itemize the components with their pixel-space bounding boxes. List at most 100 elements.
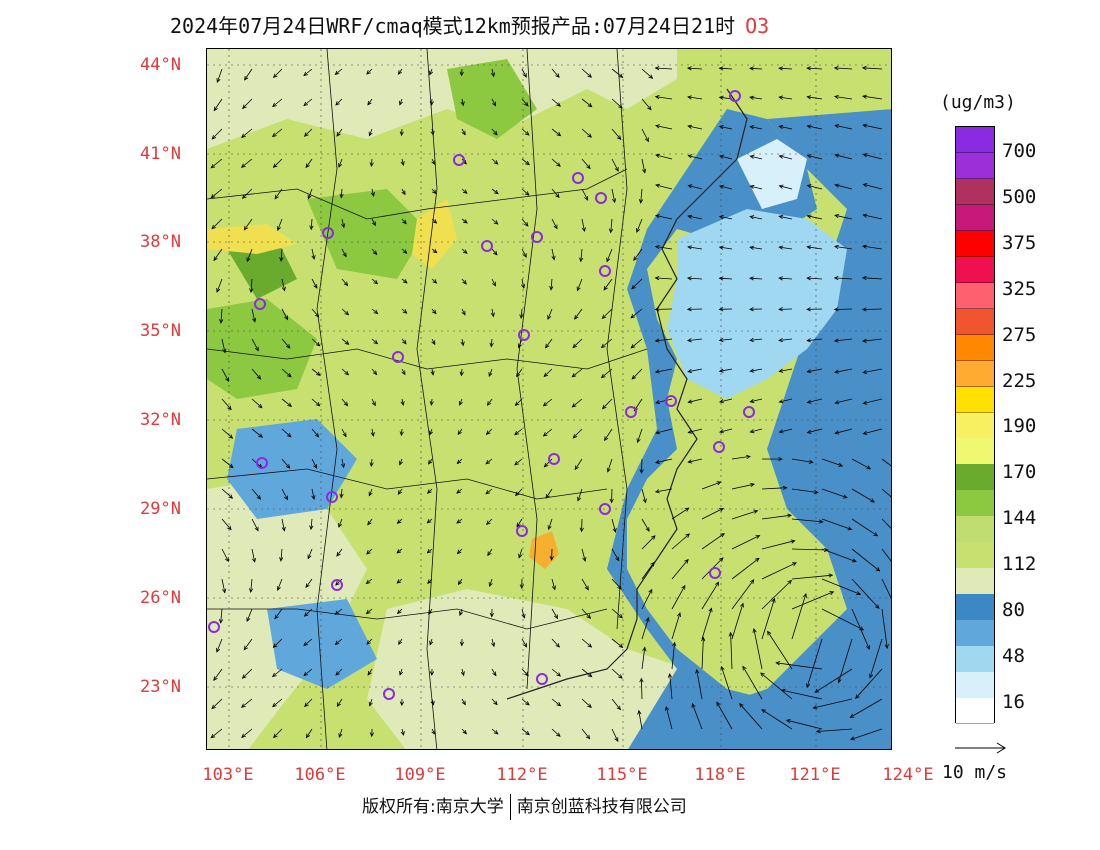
wind-arrowhead bbox=[787, 513, 793, 518]
light-green-north bbox=[207, 49, 677, 149]
wind-arrowhead bbox=[749, 276, 754, 281]
wind-arrowhead bbox=[642, 168, 647, 174]
wind-arrow bbox=[730, 632, 733, 670]
wind-arrow bbox=[687, 67, 703, 70]
wind-arrow bbox=[791, 488, 818, 493]
wind-arrowhead bbox=[368, 131, 373, 137]
wind-arrowhead bbox=[459, 71, 464, 77]
wind-arrowhead bbox=[399, 431, 404, 437]
wind-arrow bbox=[641, 518, 650, 532]
wind-arrow bbox=[779, 368, 793, 372]
wind-arrowhead bbox=[519, 584, 524, 590]
wind-arrowhead bbox=[432, 279, 438, 284]
wind-arrowhead bbox=[343, 401, 349, 407]
wind-arrow bbox=[251, 368, 261, 380]
site-marker bbox=[599, 265, 611, 277]
wind-arrowhead bbox=[338, 162, 343, 168]
wind-arrow bbox=[491, 308, 494, 317]
wind-arrow bbox=[335, 98, 343, 106]
wind-arrowhead bbox=[601, 314, 607, 320]
wind-arrowhead bbox=[524, 671, 529, 677]
wind-arrowhead bbox=[542, 432, 548, 437]
chart-title: 2024年07月24日WRF/cmaq模式12km预报产品:07月24日21时 O… bbox=[170, 10, 769, 39]
wind-arrowhead bbox=[218, 618, 224, 624]
wind-arrow bbox=[242, 188, 253, 199]
wind-arrow bbox=[396, 548, 403, 554]
wind-arrowhead bbox=[778, 368, 784, 373]
wind-arrowhead bbox=[600, 373, 606, 379]
wind-arrow bbox=[835, 398, 853, 404]
wind-arrowhead bbox=[861, 338, 867, 343]
wind-arrowhead bbox=[490, 312, 495, 318]
wind-arrow bbox=[427, 548, 433, 554]
wind-arrowhead bbox=[399, 100, 403, 106]
wind-arrow bbox=[366, 548, 373, 555]
wind-arrowhead bbox=[427, 579, 432, 584]
site-marker bbox=[453, 154, 465, 166]
colorbar-swatch bbox=[956, 438, 994, 465]
wind-arrow bbox=[607, 458, 613, 472]
colorbar-swatch bbox=[956, 594, 994, 621]
wind-arrow bbox=[719, 185, 733, 190]
wind-arrow bbox=[303, 68, 313, 76]
wind-arrowhead bbox=[432, 189, 437, 195]
colorbar-unit: (ug/m3) bbox=[940, 92, 1016, 113]
wind-arrow bbox=[655, 488, 673, 493]
wind-arrowhead bbox=[718, 184, 724, 189]
wind-arrowhead bbox=[545, 494, 550, 499]
wind-arrow bbox=[459, 398, 463, 406]
wind-arrow bbox=[547, 308, 553, 320]
wind-arrowhead bbox=[549, 556, 554, 561]
wind-arrow bbox=[750, 155, 763, 160]
wind-arrow bbox=[750, 126, 763, 130]
wind-arrowhead bbox=[612, 528, 617, 533]
wind-arrow bbox=[401, 248, 407, 254]
wind-arrow bbox=[779, 96, 793, 100]
wind-arrow bbox=[221, 428, 233, 439]
wind-arrowhead bbox=[373, 279, 379, 285]
wind-arrow bbox=[281, 458, 291, 469]
wind-arrowhead bbox=[485, 460, 491, 465]
wind-arrowhead bbox=[228, 463, 234, 469]
lon-label-112: 112°E bbox=[496, 765, 548, 785]
wind-arrowhead bbox=[241, 733, 246, 738]
wind-arrowhead bbox=[572, 433, 578, 439]
wind-arrowhead bbox=[856, 591, 862, 596]
wind-arrow bbox=[491, 128, 498, 136]
wind-arrowhead bbox=[400, 731, 405, 736]
wind-arrowhead bbox=[834, 214, 840, 219]
wind-arrowhead bbox=[655, 214, 660, 219]
wind-arrowhead bbox=[718, 66, 724, 71]
wind-arrowhead bbox=[459, 611, 463, 617]
wind-arrowhead bbox=[834, 153, 840, 158]
wind-arrowhead bbox=[545, 343, 550, 349]
wind-arrow bbox=[543, 398, 553, 407]
wind-arrowhead bbox=[645, 527, 650, 532]
wind-arrowhead bbox=[303, 671, 308, 677]
wind-arrowhead bbox=[842, 494, 848, 499]
site-marker bbox=[595, 192, 607, 204]
wind-arrowhead bbox=[246, 257, 251, 263]
wind-arrowhead bbox=[316, 371, 321, 376]
wind-arrowhead bbox=[428, 610, 433, 615]
wind-arrow bbox=[640, 188, 643, 203]
wind-arrowhead bbox=[587, 643, 593, 648]
wind-arrow bbox=[307, 188, 313, 199]
wind-arrowhead bbox=[749, 154, 755, 159]
wind-arrowhead bbox=[240, 703, 246, 708]
province-borders bbox=[207, 49, 648, 749]
wind-arrow bbox=[581, 608, 591, 619]
wind-arrow bbox=[834, 67, 853, 70]
wind-arrow bbox=[572, 398, 583, 408]
wind-arrow bbox=[760, 672, 793, 700]
wind-arrow bbox=[834, 338, 853, 342]
wind-arrow bbox=[838, 638, 853, 683]
wind-arrowhead bbox=[654, 245, 660, 250]
wind-arrowhead bbox=[716, 701, 721, 707]
wind-arrowhead bbox=[426, 519, 432, 524]
wind-arrow bbox=[273, 638, 283, 648]
wind-arrow bbox=[486, 428, 493, 435]
wind-arrowhead bbox=[287, 402, 293, 407]
wind-arrowhead bbox=[304, 702, 309, 708]
wind-arrowhead bbox=[493, 730, 499, 735]
